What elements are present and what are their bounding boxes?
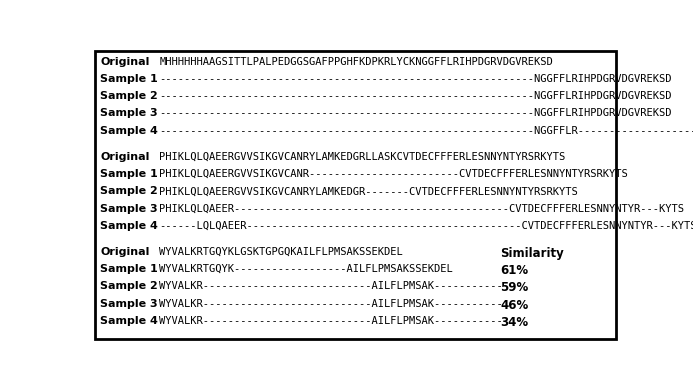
Text: ------------------------------------------------------------NGGFFLRIHPDGRVDGVREK: ----------------------------------------… bbox=[159, 74, 672, 84]
Text: 46%: 46% bbox=[500, 299, 529, 312]
Text: Sample 4: Sample 4 bbox=[100, 221, 158, 231]
Text: 59%: 59% bbox=[500, 281, 529, 295]
Text: Sample 1: Sample 1 bbox=[100, 74, 158, 84]
Text: WYVALKRTGQYK------------------AILFLPMSAKSSEKDEL: WYVALKRTGQYK------------------AILFLPMSAK… bbox=[159, 264, 453, 274]
Text: MHHHHHHAAGSITTLPALPEDGGSGAFPPGHFKDPKRLYCKNGGFFLRIHPDGRVDGVREKSD: MHHHHHHAAGSITTLPALPEDGGSGAFPPGHFKDPKRLYC… bbox=[159, 57, 553, 67]
Text: Original: Original bbox=[100, 247, 150, 257]
Text: Original: Original bbox=[100, 152, 150, 162]
Text: Original: Original bbox=[100, 57, 150, 67]
Text: PHIKLQLQAEERGVVSIKGVCANRYLAMKEDGR-------CVTDECFFFERLESNNYNTYRSRKYTS: PHIKLQLQAEERGVVSIKGVCANRYLAMKEDGR-------… bbox=[159, 186, 578, 196]
Text: Sample 3: Sample 3 bbox=[100, 203, 158, 213]
Text: Sample 3: Sample 3 bbox=[100, 299, 158, 309]
Text: Sample 1: Sample 1 bbox=[100, 264, 158, 274]
Text: Sample 4: Sample 4 bbox=[100, 316, 158, 326]
Text: Sample 2: Sample 2 bbox=[100, 186, 158, 196]
Text: WYVALKR---------------------------AILFLPMSAK-----------: WYVALKR---------------------------AILFLP… bbox=[159, 281, 503, 291]
Text: PHIKLQLQAEERGVVSIKGVCANR------------------------CVTDECFFFERLESNNYNTYRSRKYTS: PHIKLQLQAEERGVVSIKGVCANR----------------… bbox=[159, 169, 628, 179]
Text: PHIKLQLQAEERGVVSIKGVCANRYLAMKEDGRLLASKCVTDECFFFERLESNNYNTYRSRKYTS: PHIKLQLQAEERGVVSIKGVCANRYLAMKEDGRLLASKCV… bbox=[159, 152, 565, 162]
Text: Similarity: Similarity bbox=[500, 247, 564, 260]
Text: Sample 3: Sample 3 bbox=[100, 108, 158, 119]
Text: WYVALKRTGQYKLGSKTGPGQKAILFLPMSAKSSEKDEL: WYVALKRTGQYKLGSKTGPGQKAILFLPMSAKSSEKDEL bbox=[159, 247, 403, 257]
FancyBboxPatch shape bbox=[95, 51, 615, 339]
Text: ------------------------------------------------------------NGGFFLRIHPDGRVDGVREK: ----------------------------------------… bbox=[159, 108, 672, 119]
Text: Sample 2: Sample 2 bbox=[100, 91, 158, 101]
Text: Sample 4: Sample 4 bbox=[100, 126, 158, 135]
Text: Sample 1: Sample 1 bbox=[100, 169, 158, 179]
Text: Sample 2: Sample 2 bbox=[100, 281, 158, 291]
Text: ------LQLQAEER--------------------------------------------CVTDECFFFERLESNNYNTYR-: ------LQLQAEER--------------------------… bbox=[159, 221, 693, 231]
Text: 61%: 61% bbox=[500, 264, 528, 277]
Text: ------------------------------------------------------------NGGFFLRIHPDGRVDGVREK: ----------------------------------------… bbox=[159, 91, 672, 101]
Text: WYVALKR---------------------------AILFLPMSAK-----------: WYVALKR---------------------------AILFLP… bbox=[159, 299, 503, 309]
Text: ------------------------------------------------------------NGGFFLR-------------: ----------------------------------------… bbox=[159, 126, 693, 135]
Text: WYVALKR---------------------------AILFLPMSAK-----------: WYVALKR---------------------------AILFLP… bbox=[159, 316, 503, 326]
Text: 34%: 34% bbox=[500, 316, 528, 329]
Text: PHIKLQLQAEER--------------------------------------------CVTDECFFFERLESNNYNTYR---: PHIKLQLQAEER----------------------------… bbox=[159, 203, 684, 213]
